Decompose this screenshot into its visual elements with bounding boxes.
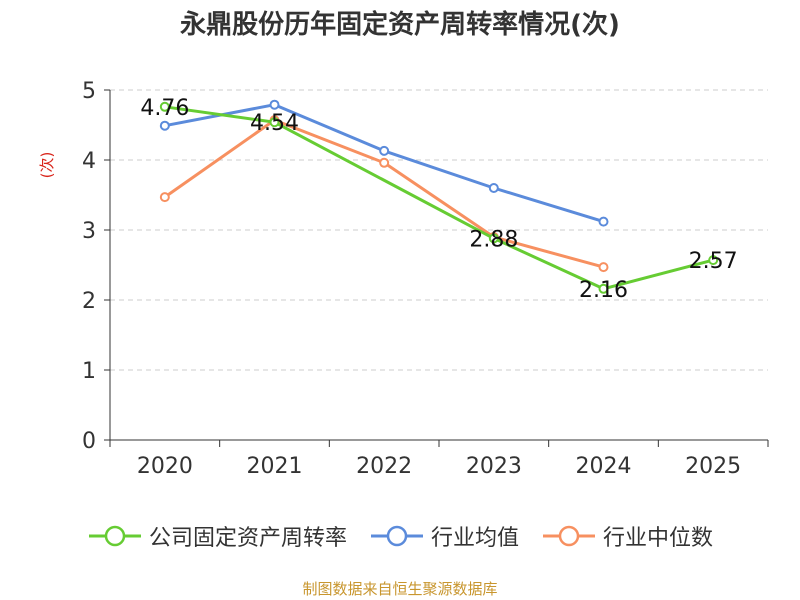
x-tick-label: 2023 (466, 454, 522, 479)
data-label: 4.54 (250, 111, 299, 136)
data-point (488, 183, 499, 193)
legend-item-0[interactable]: 公司固定资产周转率 (87, 520, 347, 552)
data-point (159, 101, 170, 112)
data-point (598, 216, 609, 227)
y-tick-label: 0 (82, 429, 96, 454)
data-label: 4.76 (140, 96, 189, 121)
legend-label: 行业中位数 (603, 526, 714, 551)
data-point (379, 157, 390, 168)
series-line-2 (163, 118, 604, 269)
y-tick-label: 5 (82, 79, 96, 104)
legend-marker-icon (88, 525, 141, 547)
y-tick-label: 2 (82, 289, 96, 314)
series-line-0 (164, 105, 714, 291)
x-tick-label: 2021 (247, 454, 303, 479)
data-point (269, 117, 280, 128)
data-point (708, 255, 719, 266)
data-point (159, 192, 170, 203)
y-axis-label: (次) (38, 152, 56, 179)
y-tick-label: 3 (82, 219, 96, 244)
data-label: 2.16 (579, 278, 628, 303)
data-point (269, 99, 280, 110)
x-tick-label: 2025 (685, 454, 741, 479)
y-tick-label: 1 (82, 359, 96, 384)
legend-marker-icon (543, 525, 595, 547)
data-point (379, 145, 390, 156)
legend: 公司固定资产周转率 行业均值 行业中位数 (0, 520, 800, 552)
data-label: 2.88 (469, 227, 518, 252)
x-tick-label: 2022 (356, 454, 412, 479)
x-tick-label: 2020 (137, 454, 193, 479)
legend-label: 行业均值 (430, 526, 519, 551)
y-tick-label: 4 (82, 149, 96, 174)
legend-marker-icon (370, 525, 423, 547)
legend-item-1[interactable]: 行业均值 (369, 520, 519, 552)
data-labels: 4.76 4.54 2.88 2.16 2.57 (140, 96, 737, 303)
data-point (159, 120, 170, 131)
data-point (488, 233, 499, 244)
legend-label: 公司固定资产周转率 (148, 526, 347, 551)
data-point (598, 283, 609, 294)
data-label: 2.57 (689, 249, 738, 274)
grid-lines (110, 89, 768, 371)
legend-item-2[interactable]: 行业中位数 (541, 520, 713, 552)
source-note: 制图数据来自恒生聚源数据库 (302, 580, 498, 598)
data-point (598, 262, 609, 273)
series-lines (159, 99, 719, 294)
x-tick-label: 2024 (576, 454, 632, 479)
chart-title: 永鼎股份历年固定资产周转率情况(次) (180, 10, 620, 40)
axes: 0 1 2 3 4 5 2020 2021 2022 2023 2024 2025 (次) (38, 79, 769, 479)
